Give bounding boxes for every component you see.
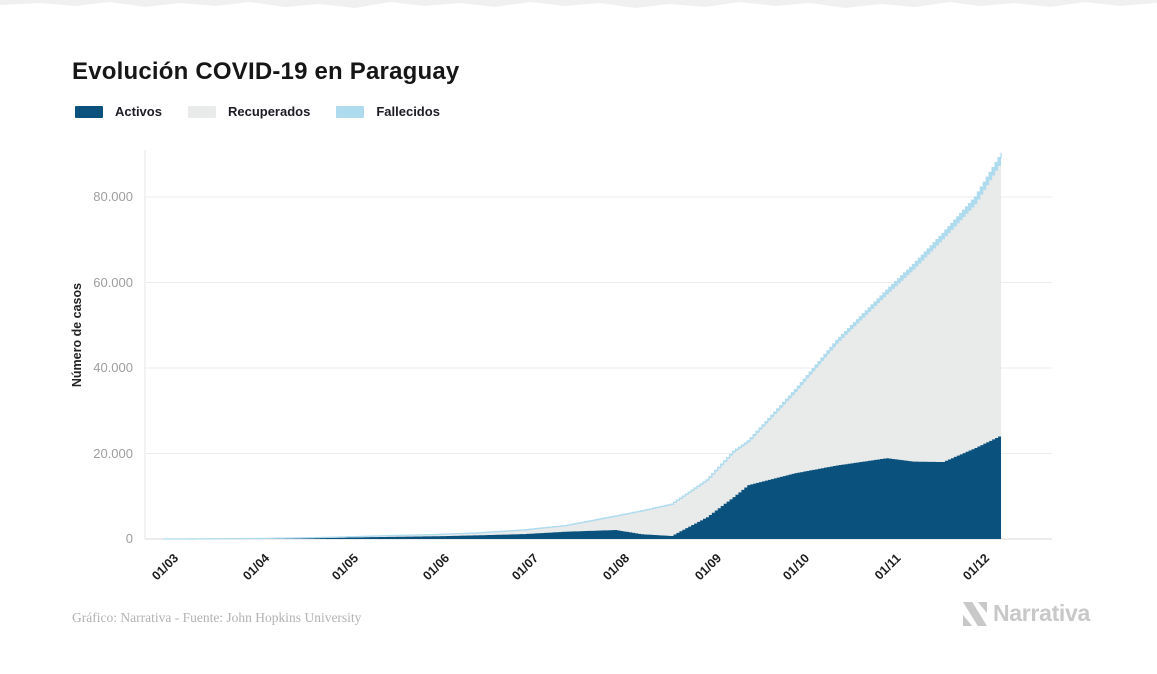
legend-item-recuperados: Recuperados xyxy=(187,104,311,119)
y-axis-title: Número de casos xyxy=(70,282,84,388)
legend-item-fallecidos: Fallecidos xyxy=(336,104,440,119)
y-tick-label: 40.000 xyxy=(93,360,133,375)
chart-legend: Activos Recuperados Fallecidos xyxy=(75,104,440,119)
page-title: Evolución COVID-19 en Paraguay xyxy=(72,58,460,86)
legend-label-recuperados: Recuperados xyxy=(227,104,311,119)
area-activos xyxy=(163,435,1002,539)
y-tick-label: 80.000 xyxy=(93,189,133,204)
y-tick-label: 0 xyxy=(125,531,133,546)
narrativa-logo: Narrativa xyxy=(962,600,1090,627)
legend-swatch-fallecidos xyxy=(336,105,365,118)
legend-swatch-recuperados xyxy=(187,105,216,118)
legend-item-activos: Activos xyxy=(75,104,162,119)
narrativa-logo-text: Narrativa xyxy=(992,600,1090,626)
legend-swatch-activos xyxy=(75,105,103,118)
area-recuperados xyxy=(163,161,1002,539)
y-tick-label: 60.000 xyxy=(93,274,133,290)
narrativa-logo-icon xyxy=(962,601,987,626)
y-tick-label: 20.000 xyxy=(93,445,133,461)
legend-label-activos: Activos xyxy=(115,104,162,119)
legend-label-fallecidos: Fallecidos xyxy=(376,104,440,119)
source-credit: Gráfico: Narrativa - Fuente: John Hopkin… xyxy=(72,610,362,625)
torn-edge-decoration xyxy=(0,0,1157,8)
total-top-edge xyxy=(163,152,1002,540)
